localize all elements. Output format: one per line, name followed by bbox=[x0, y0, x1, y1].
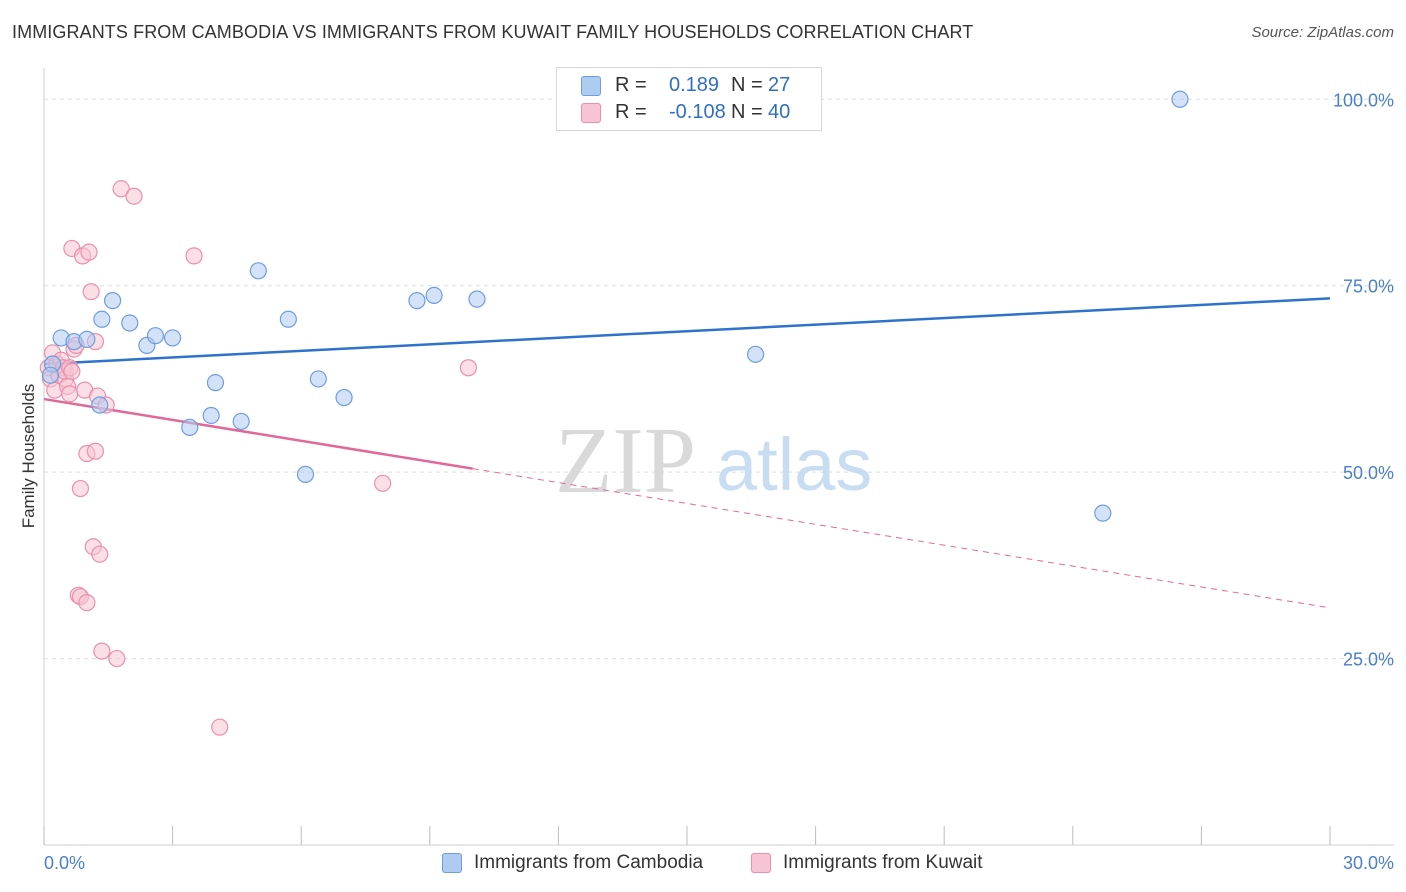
legend-label-kuwait: Immigrants from Kuwait bbox=[783, 852, 983, 873]
cambodia-point bbox=[1171, 90, 1189, 108]
cambodia-swatch bbox=[581, 76, 601, 96]
kuwait-point bbox=[112, 180, 130, 198]
watermark-zip: ZIP bbox=[555, 409, 696, 513]
cambodia-point bbox=[746, 345, 765, 363]
cambodia-point bbox=[296, 465, 315, 483]
n-value-kuwait: 40 bbox=[768, 101, 791, 123]
cambodia-point bbox=[279, 310, 297, 328]
y-tick-label: 25.0% bbox=[1343, 650, 1394, 670]
kuwait-legend-swatch bbox=[751, 853, 771, 873]
cambodia-point bbox=[121, 314, 139, 332]
kuwait-point bbox=[86, 442, 105, 460]
y-tick-label: 100.0% bbox=[1333, 90, 1394, 110]
cambodia-point bbox=[335, 388, 353, 407]
n-label: N = bbox=[731, 74, 763, 96]
chart-title: IMMIGRANTS FROM CAMBODIA VS IMMIGRANTS F… bbox=[12, 22, 974, 42]
cambodia-point bbox=[408, 292, 426, 310]
cambodia-point bbox=[425, 286, 443, 305]
cambodia-point bbox=[1094, 504, 1112, 522]
kuwait-point bbox=[71, 479, 90, 498]
cambodia-point bbox=[309, 370, 327, 388]
source-credit: Source: ZipAtlas.com bbox=[1251, 24, 1394, 41]
kuwait-swatch bbox=[581, 103, 601, 123]
cambodia-point bbox=[164, 329, 182, 347]
x-tick-label: 30.0% bbox=[1343, 853, 1394, 873]
tick-labels: 25.0% 50.0% 75.0% 100.0% 0.0% 30.0% bbox=[44, 90, 1394, 873]
kuwait-trend-line-dashed bbox=[472, 468, 1331, 609]
legend-label-cambodia: Immigrants from Cambodia bbox=[474, 852, 704, 873]
kuwait-point bbox=[80, 243, 98, 261]
cambodia-point bbox=[103, 292, 122, 310]
kuwait-point bbox=[82, 283, 100, 301]
kuwait-point bbox=[211, 718, 229, 736]
cambodia-points bbox=[41, 90, 1189, 522]
kuwait-point bbox=[374, 474, 392, 492]
n-value-cambodia: 27 bbox=[768, 74, 791, 96]
axes bbox=[43, 68, 1394, 846]
kuwait-point bbox=[91, 545, 109, 563]
r-label: R = bbox=[615, 74, 647, 96]
trend-lines bbox=[43, 297, 1331, 609]
cambodia-point bbox=[468, 290, 486, 308]
kuwait-point bbox=[93, 642, 111, 660]
cambodia-legend-swatch bbox=[442, 853, 462, 873]
r-label: R = bbox=[615, 101, 647, 123]
stats-legend: R = 0.189 N = 27 R = -0.108 N = 40 bbox=[556, 67, 822, 131]
watermark: ZIP atlas bbox=[555, 409, 872, 513]
cambodia-point bbox=[249, 262, 267, 280]
cambodia-point bbox=[202, 406, 220, 425]
cambodia-point bbox=[41, 366, 60, 384]
y-axis-label: Family Households bbox=[19, 384, 38, 529]
kuwait-point bbox=[108, 649, 126, 668]
kuwait-point bbox=[78, 594, 96, 612]
r-value-cambodia: 0.189 bbox=[669, 74, 720, 96]
r-value-kuwait: -0.108 bbox=[669, 101, 726, 123]
kuwait-point bbox=[125, 187, 143, 205]
cambodia-point bbox=[93, 310, 111, 328]
kuwait-trend-line bbox=[43, 397, 473, 470]
kuwait-point bbox=[61, 385, 79, 403]
cambodia-point bbox=[232, 412, 250, 431]
cambodia-point bbox=[91, 396, 109, 414]
cambodia-trend-line bbox=[43, 297, 1331, 366]
kuwait-point bbox=[185, 247, 203, 265]
n-label: N = bbox=[731, 101, 763, 123]
cambodia-point bbox=[146, 327, 165, 345]
gridlines bbox=[44, 98, 1394, 660]
kuwait-point bbox=[459, 359, 477, 377]
kuwait-point bbox=[63, 362, 81, 381]
y-tick-label: 75.0% bbox=[1343, 277, 1394, 297]
y-tick-label: 50.0% bbox=[1343, 463, 1394, 483]
watermark-atlas: atlas bbox=[716, 423, 872, 506]
cambodia-point bbox=[78, 330, 96, 349]
cambodia-point bbox=[181, 418, 199, 436]
x-tick-label: 0.0% bbox=[44, 853, 85, 873]
cambodia-point bbox=[206, 374, 225, 392]
